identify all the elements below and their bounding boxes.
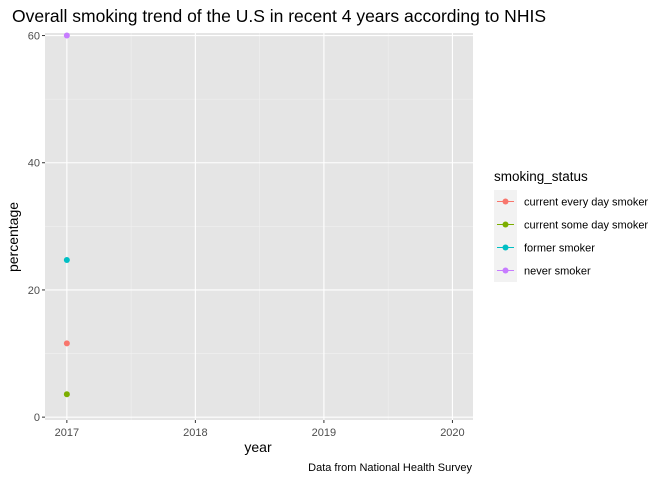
y-tick-label: 0 <box>34 412 40 424</box>
legend-label: former smoker <box>524 243 595 255</box>
legend-key-point <box>502 267 509 274</box>
x-tick-label: 2020 <box>440 427 464 439</box>
minor-grid <box>45 33 473 420</box>
legend-title: smoking_status <box>494 169 588 184</box>
legend-label: never smoker <box>524 266 591 278</box>
legend-item: current some day smoker <box>494 213 648 236</box>
legend-item: former smoker <box>494 236 595 259</box>
chart-caption: Data from National Health Survey <box>308 462 472 474</box>
data-point <box>63 32 70 39</box>
legend: smoking_status current every day smokerc… <box>494 169 648 282</box>
legend-label: current every day smoker <box>524 197 648 209</box>
legend-item: current every day smoker <box>494 190 648 213</box>
x-tick-label: 2018 <box>183 427 207 439</box>
x-tick-label: 2017 <box>55 427 79 439</box>
x-tick-label: 2019 <box>312 427 336 439</box>
legend-label: current some day smoker <box>524 220 648 232</box>
y-axis: 0 20 40 60 <box>28 31 45 424</box>
y-tick-label: 40 <box>28 158 40 170</box>
y-tick-label: 20 <box>28 285 40 297</box>
x-axis: 2017 2018 2019 2020 <box>55 420 465 439</box>
y-tick-label: 60 <box>28 31 40 43</box>
legend-key-point <box>502 244 509 251</box>
data-point <box>63 340 70 347</box>
legend-key-point <box>502 198 509 205</box>
x-axis-title: year <box>244 439 272 455</box>
legend-key-point <box>502 221 509 228</box>
major-grid <box>45 33 473 420</box>
data-point <box>63 257 70 264</box>
y-axis-title: percentage <box>5 202 21 272</box>
data-points <box>63 32 70 398</box>
data-point <box>63 391 70 398</box>
legend-keys: current every day smoker current some day… <box>494 190 648 282</box>
chart-title: Overall smoking trend of the U.S in rece… <box>12 6 546 26</box>
legend-item: never smoker <box>494 259 591 282</box>
